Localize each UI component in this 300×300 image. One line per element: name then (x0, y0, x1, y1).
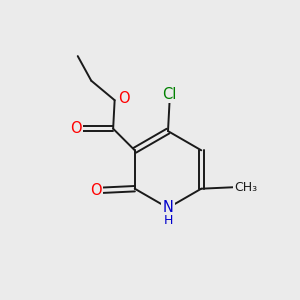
Text: O: O (90, 183, 102, 198)
Text: CH₃: CH₃ (234, 181, 257, 194)
Text: Cl: Cl (162, 87, 177, 102)
Text: H: H (163, 214, 173, 227)
Text: O: O (70, 121, 82, 136)
Text: O: O (118, 91, 130, 106)
Text: N: N (163, 200, 173, 214)
